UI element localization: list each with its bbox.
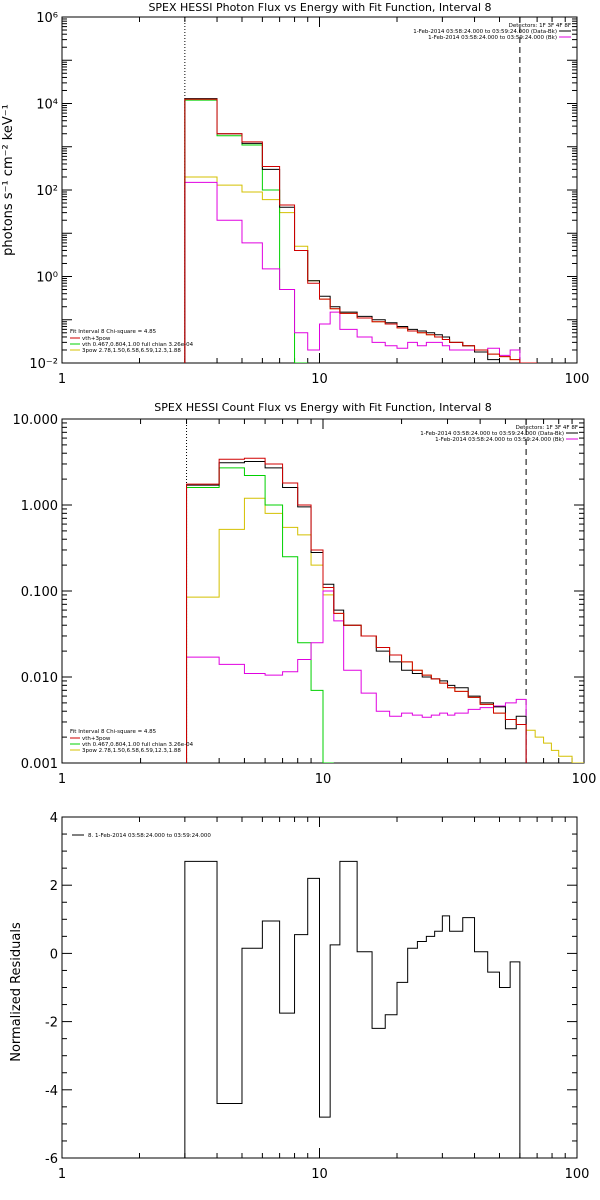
photon-flux-panel: SPEX HESSI Photon Flux vs Energy with Fi… xyxy=(1,1,589,387)
count-fit-legend-entry: vth+3pow xyxy=(82,736,111,742)
photon-legend-entry: 1-Feb-2014 03:58:24.000 to 03:59:24.000 … xyxy=(428,35,557,41)
count-flux-title: SPEX HESSI Count Flux vs Energy with Fit… xyxy=(154,401,491,414)
resid-y-tick-label: 0 xyxy=(50,947,58,962)
photon-y-tick-label: 10² xyxy=(36,184,58,199)
count-legend-header: Detectors: 1F 3F 4F 8F xyxy=(516,425,578,431)
resid-y-tick-label: -4 xyxy=(45,1084,58,1099)
photon-x-tick-label: 1 xyxy=(58,372,66,387)
count-x-tick-label: 10 xyxy=(315,772,332,787)
count-fit-legend-entry: vth 0.467,0.804,1.00 full chian 3.26e-04 xyxy=(82,742,194,748)
count-series-background xyxy=(186,590,527,763)
photon-y-tick-label: 10⁻² xyxy=(29,357,58,372)
resid-legend-entry: 8. 1-Feb-2014 03:58:24.000 to 03:59:24.0… xyxy=(88,833,211,839)
photon-flux-y-axis-label: photons s⁻¹ cm⁻² keV⁻¹ xyxy=(1,104,16,256)
photon-fit-legend-header: Fit Interval 8 Chi-square = 4.85 xyxy=(70,329,157,335)
count-legend-entry: 1-Feb-2014 03:58:24.000 to 03:59:24.000 … xyxy=(435,437,564,443)
count-x-tick-label: 1 xyxy=(58,772,66,787)
photon-y-tick-label: 10⁴ xyxy=(36,98,58,113)
count-y-tick-label: 0.100 xyxy=(21,585,58,600)
count-x-tick-label: 100 xyxy=(572,772,597,787)
count-series-vth-3pow xyxy=(186,457,527,763)
resid-x-tick-label: 1 xyxy=(58,1167,66,1182)
photon-legend-entry: 1-Feb-2014 03:58:24.000 to 03:59:24.000 … xyxy=(413,29,557,35)
resid-series-data xyxy=(184,860,521,1158)
resid-y-tick-label: -6 xyxy=(45,1152,58,1167)
count-y-tick-label: 1.000 xyxy=(21,499,58,514)
photon-fit-legend-entry: 3pow 2.78,1.50,6.58,6.59,12.3,1.88 xyxy=(82,348,181,354)
photon-fit-legend-entry: vth 0.467,0.804,1.00 full chian 3.26e-04 xyxy=(82,342,194,348)
resid-x-tick-label: 10 xyxy=(311,1167,328,1182)
photon-legend-header: Detectors: 1F 3F 4F 8F xyxy=(509,23,571,29)
photon-y-tick-label: 10⁰ xyxy=(36,271,58,286)
photon-series-vth-3pow xyxy=(184,98,538,363)
photon-flux-title: SPEX HESSI Photon Flux vs Energy with Fi… xyxy=(148,1,491,14)
count-flux-panel: SPEX HESSI Count Flux vs Energy with Fit… xyxy=(13,401,597,787)
count-legend-entry: 1-Feb-2014 03:58:24.000 to 03:59:24.000 … xyxy=(420,431,564,437)
photon-x-tick-label: 100 xyxy=(565,372,590,387)
photon-fit-legend-entry: vth+3pow xyxy=(82,336,111,342)
residuals-panel: Normalized Residuals 1 10 100 -6 -4 -2 0 2 4 8. 1… xyxy=(9,811,589,1182)
count-y-tick-label: 0.001 xyxy=(21,757,58,772)
resid-y-tick-label: -2 xyxy=(45,1016,58,1031)
resid-y-tick-label: 4 xyxy=(50,811,58,826)
residuals-y-axis-label: Normalized Residuals xyxy=(9,922,24,1062)
resid-x-tick-label: 100 xyxy=(565,1167,590,1182)
count-fit-legend-header: Fit Interval 8 Chi-square = 4.85 xyxy=(70,729,157,735)
count-y-tick-label: 0.010 xyxy=(21,671,58,686)
count-y-tick-label: 10.000 xyxy=(13,413,59,428)
photon-x-tick-label: 10 xyxy=(311,372,328,387)
photon-y-tick-label: 10⁶ xyxy=(36,11,58,26)
resid-y-tick-label: 2 xyxy=(50,879,58,894)
count-fit-legend-entry: 3pow 2.78,1.50,6.58,6.59,12.3,1.88 xyxy=(82,748,181,754)
